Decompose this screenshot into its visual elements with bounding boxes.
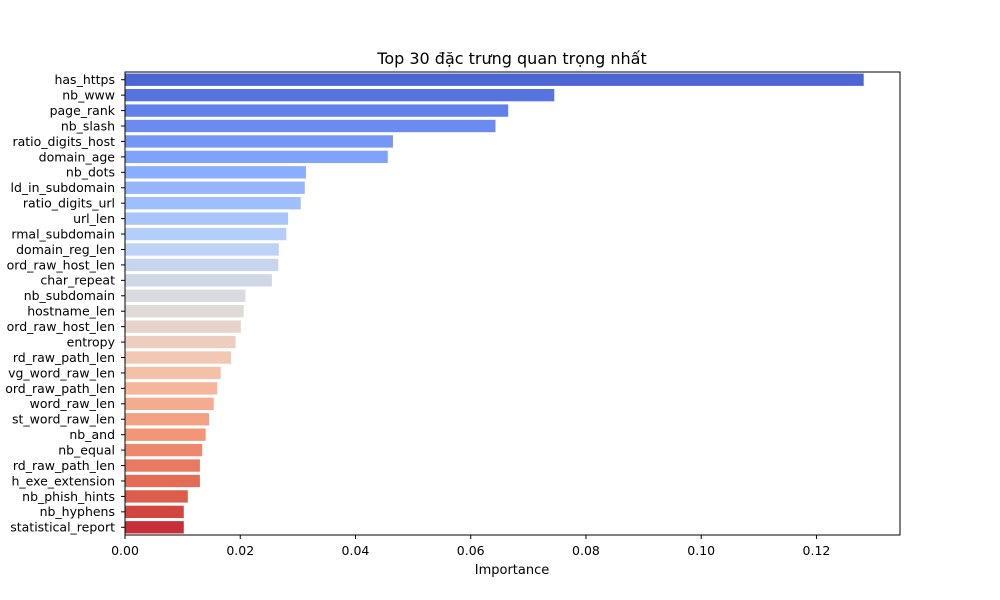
y-axis-ticks: has_httpsnb_wwwpage_ranknb_slashratio_di… bbox=[5, 72, 125, 535]
y-tick-label: rmal_subdomain bbox=[11, 226, 115, 241]
x-tick-label: 0.00 bbox=[111, 543, 139, 558]
bar-26 bbox=[125, 474, 200, 488]
y-tick-label: nb_www bbox=[62, 88, 115, 103]
y-tick-label: domain_reg_len bbox=[16, 242, 115, 257]
x-tick-label: 0.10 bbox=[687, 543, 715, 558]
y-tick-label: page_rank bbox=[50, 103, 116, 118]
y-tick-label: ratio_digits_url bbox=[23, 196, 115, 211]
y-tick-label: ratio_digits_host bbox=[12, 134, 115, 149]
y-tick-label: h_exe_extension bbox=[11, 473, 115, 488]
plot-frame bbox=[124, 71, 901, 536]
x-tick-label: 0.06 bbox=[457, 543, 485, 558]
bar-22 bbox=[125, 413, 210, 426]
bar-5 bbox=[125, 150, 388, 164]
y-tick-label: nb_equal bbox=[58, 442, 115, 457]
y-tick-label: rd_raw_path_len bbox=[13, 458, 115, 473]
y-tick-label: char_repeat bbox=[40, 273, 115, 288]
bar-25 bbox=[125, 459, 200, 472]
y-tick-label: nb_phish_hints bbox=[22, 489, 115, 504]
bar-12 bbox=[125, 258, 279, 272]
x-tick-label: 0.02 bbox=[226, 543, 254, 558]
bars-group bbox=[125, 73, 864, 534]
y-tick-label: hostname_len bbox=[27, 304, 115, 319]
bar-2 bbox=[125, 104, 509, 117]
y-tick-label: nb_slash bbox=[61, 118, 115, 133]
bar-29 bbox=[125, 521, 184, 534]
bar-27 bbox=[125, 490, 188, 503]
y-tick-label: nb_hyphens bbox=[40, 504, 115, 519]
bar-28 bbox=[125, 505, 184, 519]
y-tick-label: ord_raw_host_len bbox=[7, 319, 115, 334]
bar-7 bbox=[125, 181, 305, 194]
bar-23 bbox=[125, 428, 206, 441]
bar-3 bbox=[125, 119, 496, 133]
y-tick-label: ord_raw_path_len bbox=[5, 381, 115, 396]
bar-1 bbox=[125, 88, 555, 102]
y-tick-label: word_raw_len bbox=[30, 396, 115, 411]
bar-4 bbox=[125, 135, 393, 148]
x-axis-label: Importance bbox=[475, 563, 550, 578]
bar-9 bbox=[125, 212, 289, 225]
x-axis-ticks: 0.00 0.02 0.04 0.06 0.08 0.10 0.12 bbox=[111, 535, 830, 558]
y-tick-label: has_https bbox=[54, 72, 115, 87]
bar-19 bbox=[125, 366, 221, 380]
y-tick-label: entropy bbox=[67, 334, 116, 349]
x-tick-label: 0.12 bbox=[803, 543, 831, 558]
bar-20 bbox=[125, 382, 218, 395]
bar-16 bbox=[125, 320, 241, 333]
bar-6 bbox=[125, 166, 306, 179]
y-tick-label: nb_and bbox=[69, 427, 115, 442]
bar-21 bbox=[125, 397, 214, 410]
bar-24 bbox=[125, 443, 203, 457]
bar-8 bbox=[125, 197, 301, 210]
x-tick-label: 0.08 bbox=[572, 543, 600, 558]
y-tick-label: ld_in_subdomain bbox=[11, 180, 116, 195]
y-tick-label: statistical_report bbox=[10, 520, 115, 535]
y-tick-label: domain_age bbox=[39, 149, 116, 164]
y-tick-label: ord_raw_host_len bbox=[7, 257, 115, 272]
y-tick-label: url_len bbox=[73, 211, 115, 226]
bar-14 bbox=[125, 289, 246, 302]
bar-0 bbox=[125, 73, 864, 86]
y-tick-label: vg_word_raw_len bbox=[8, 365, 115, 380]
chart-title: Top 30 đặc trưng quan trọng nhất bbox=[376, 49, 646, 68]
bar-13 bbox=[125, 274, 272, 287]
y-tick-label: st_word_raw_len bbox=[12, 412, 115, 427]
y-tick-label: nb_subdomain bbox=[24, 288, 115, 303]
bar-17 bbox=[125, 335, 236, 349]
bar-11 bbox=[125, 243, 279, 256]
y-tick-label: nb_dots bbox=[66, 165, 115, 180]
bar-18 bbox=[125, 351, 232, 364]
x-tick-label: 0.04 bbox=[342, 543, 370, 558]
bar-10 bbox=[125, 227, 287, 241]
bar-15 bbox=[125, 305, 244, 318]
y-tick-label: rd_raw_path_len bbox=[13, 350, 115, 365]
